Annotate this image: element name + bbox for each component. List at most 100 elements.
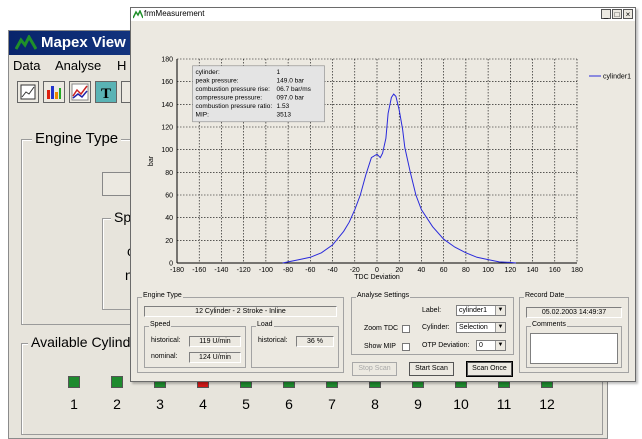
annotation-key: compressure pressure: (196, 94, 263, 101)
annotation-value: 06.7 bar/ms (277, 86, 312, 93)
cylinder-select[interactable]: Selection ▼ (456, 322, 506, 333)
analyse-settings-group: Analyse Settings Label: cylinder1 ▼ Zoom… (351, 292, 514, 355)
x-tick-label: 140 (527, 267, 539, 274)
otp-deviation-select[interactable]: 0 ▼ (476, 340, 506, 351)
x-tick-label: -180 (170, 267, 184, 274)
chevron-down-icon[interactable]: ▼ (495, 323, 505, 332)
speed-historical-label: historical: (151, 337, 181, 344)
text-icon[interactable]: T (95, 81, 117, 103)
stop-scan-button[interactable]: Stop Scan (352, 362, 397, 376)
measurement-window: frmMeasurement _ □ × -180 -160 -140 -120 -10… (130, 7, 636, 382)
annotation-value: 097.0 bar (277, 94, 305, 101)
cylinder-number-10: 10 (453, 396, 469, 412)
menu-data[interactable]: Data (13, 58, 41, 73)
cylinder-number-6: 6 (285, 396, 293, 412)
x-tick-label: 20 (395, 267, 403, 274)
comments-textarea[interactable] (530, 333, 618, 364)
close-button[interactable]: × (623, 9, 633, 19)
cylinder-number-11: 11 (496, 396, 512, 412)
x-tick-label: -40 (327, 267, 337, 274)
measurement-title-bar: frmMeasurement _ □ × (131, 8, 635, 21)
speed-group: Speed historical: 119 U/min nominal: 124… (144, 321, 246, 368)
series-line-cylinder1 (282, 93, 516, 264)
cylinder-number-3: 3 (156, 396, 164, 412)
x-tick-label: -160 (192, 267, 206, 274)
annotation-key: peak pressure: (196, 77, 239, 84)
y-tick-label: 20 (165, 238, 173, 245)
x-tick-label: -60 (305, 267, 315, 274)
chevron-down-icon[interactable]: ▼ (495, 306, 505, 315)
cylinder-select-label: Cylinder: (422, 324, 450, 331)
chart-annotation-box: cylinder: 1 peak pressure: 149.0 bar combust… (192, 65, 325, 123)
y-axis-label: bar (148, 155, 155, 166)
available-cylinders-label: Available Cylinde (28, 334, 142, 350)
x-tick-label: 60 (440, 267, 448, 274)
load-historical-field: 36 % (296, 336, 334, 347)
y-tick-label: 40 (165, 215, 173, 222)
x-tick-label: -140 (214, 267, 228, 274)
load-label: Load (256, 321, 274, 328)
annotation-value: 1 (277, 69, 281, 76)
annotation-key: cylinder: (196, 69, 220, 76)
show-mip-label: Show MIP (364, 343, 396, 350)
cylinder-number-7: 7 (328, 396, 336, 412)
speed-nominal-label: nominal: (151, 353, 178, 360)
chart-icon[interactable] (17, 81, 39, 103)
record-date-label: Record Date (524, 292, 566, 299)
menu-analyse[interactable]: Analyse (55, 58, 102, 73)
label-select[interactable]: cylinder1 ▼ (456, 305, 506, 316)
window-logo-icon (133, 10, 143, 19)
chevron-down-icon[interactable]: ▼ (495, 341, 505, 350)
otp-deviation-label: OTP Deviation: (422, 342, 470, 349)
zoom-tdc-checkbox[interactable] (402, 325, 410, 333)
x-tick-label: -20 (350, 267, 360, 274)
cylinder-number-8: 8 (371, 396, 379, 412)
speed-historical-field: 119 U/min (189, 336, 241, 347)
load-historical-label: historical: (258, 337, 288, 344)
minimize-button[interactable]: _ (601, 9, 611, 19)
cylinder-number-5: 5 (242, 396, 250, 412)
maximize-button[interactable]: □ (612, 9, 622, 19)
chart-ticks: -180 -160 -140 -120 -100 -80 -60 -40 -20 0 20 40 60 8… (161, 57, 583, 275)
load-group: Load historical: 36 % (251, 321, 339, 368)
start-scan-button[interactable]: Start Scan (409, 362, 454, 376)
x-tick-label: 120 (504, 267, 516, 274)
chart-axes (176, 59, 577, 264)
cylinder-number-1: 1 (70, 396, 78, 412)
main-window-title: Mapex View (41, 34, 126, 51)
measurement-window-title: frmMeasurement (144, 9, 205, 18)
label-select-value: cylinder1 (459, 307, 488, 314)
engine-type-group: Engine Type 12 Cylinder - 2 Stroke - Inl… (137, 292, 344, 373)
comments-group: Comments (526, 321, 622, 368)
x-tick-label: 40 (418, 267, 426, 274)
cylinder-number-9: 9 (414, 396, 422, 412)
annotation-key: MIP: (196, 111, 210, 118)
otp-deviation-value: 0 (479, 342, 483, 349)
cylinder-select-value: Selection (459, 324, 488, 331)
cylinder-number-4: 4 (199, 396, 207, 412)
pressure-chart: -180 -160 -140 -120 -100 -80 -60 -40 -20 0 20 40 60 8… (131, 21, 635, 291)
zoom-tdc-label: Zoom TDC (364, 325, 399, 332)
y-tick-label: 60 (165, 193, 173, 200)
y-tick-label: 140 (161, 102, 173, 109)
menu-help[interactable]: H (117, 58, 127, 73)
x-tick-label: -80 (283, 267, 293, 274)
chart-legend: cylinder1 (589, 74, 631, 81)
legend-label-cylinder1: cylinder1 (603, 74, 631, 81)
main-engine-type-label: Engine Type (32, 130, 122, 147)
line-chart-icon[interactable] (69, 81, 91, 103)
bar-chart-icon[interactable] (43, 81, 65, 103)
y-tick-label: 80 (165, 170, 173, 177)
scan-once-button[interactable]: Scan Once (466, 361, 513, 377)
cylinder-number-12: 12 (539, 396, 555, 412)
record-date-group: Record Date 05.02.2003 14:49:37 Comments (519, 292, 629, 373)
x-tick-label: 80 (462, 267, 470, 274)
y-tick-label: 100 (161, 147, 173, 154)
main-menu-bar: Data Analyse H (9, 55, 607, 77)
x-tick-label: 0 (375, 267, 379, 274)
x-tick-label: 180 (571, 267, 583, 274)
x-tick-label: 100 (482, 267, 494, 274)
cylinder-number-2: 2 (113, 396, 121, 412)
show-mip-checkbox[interactable] (402, 343, 410, 351)
engine-type-field: 12 Cylinder - 2 Stroke - Inline (144, 306, 337, 317)
